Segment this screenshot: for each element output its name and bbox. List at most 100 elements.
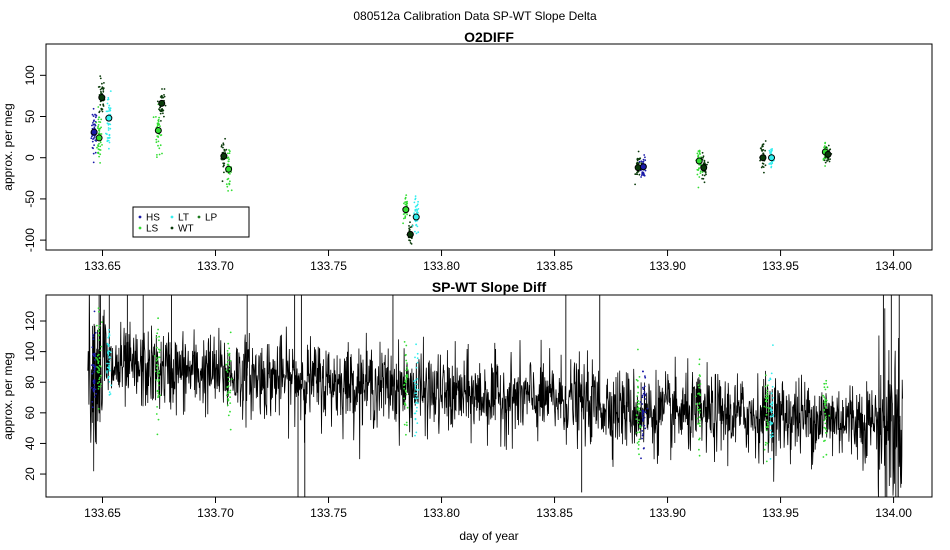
- o2diff-point: [221, 180, 224, 183]
- o2diff-point: [95, 121, 98, 124]
- slope-diff-point: [769, 423, 772, 426]
- slope-diff-point: [828, 414, 831, 417]
- slope-diff-point: [415, 343, 417, 346]
- o2diff-point: [761, 165, 764, 168]
- o2diff-point: [99, 141, 102, 144]
- o2diff-point: [827, 158, 830, 160]
- slope-diff-point: [230, 378, 233, 381]
- o2diff-point: [644, 156, 646, 159]
- o2diff-point: [97, 152, 100, 155]
- o2diff-point: [226, 178, 229, 181]
- o2diff-x-tick-label: 133.80: [423, 259, 460, 273]
- slope-diff-point: [155, 413, 158, 415]
- slope-diff-point: [697, 406, 699, 409]
- slope-diff-point: [643, 424, 646, 427]
- o2diff-point: [96, 146, 98, 149]
- slope-diff-point: [97, 307, 100, 310]
- slope-diff-point: [107, 345, 110, 348]
- slope-diff-point: [107, 352, 110, 355]
- slope-diff-point: [155, 357, 158, 359]
- slope-diff-point: [229, 331, 232, 334]
- slope-diff-point: [637, 421, 639, 424]
- slope-diff-point: [699, 375, 701, 377]
- o2diff-point: [162, 109, 165, 112]
- slope-diff-point: [642, 370, 644, 373]
- o2diff-point: [703, 159, 706, 162]
- slope-diff-point: [637, 448, 640, 450]
- o2diff-point: [158, 147, 161, 150]
- slope-diff-point: [416, 406, 418, 409]
- slope-diff-point: [226, 362, 229, 365]
- slope-diff-point: [823, 419, 826, 422]
- o2diff-point: [228, 183, 231, 186]
- slope-diff-point: [155, 379, 158, 381]
- o2diff-mean-marker: [824, 150, 832, 158]
- o2diff-point: [156, 122, 159, 125]
- o2diff-point: [156, 156, 158, 159]
- o2diff-point: [91, 135, 93, 138]
- slope-diff-point: [92, 390, 95, 393]
- o2diff-mean-marker: [225, 165, 233, 173]
- o2diff-point: [162, 112, 164, 115]
- o2diff-point: [97, 148, 100, 151]
- slope-diff-point: [823, 440, 825, 442]
- slope-diff-point: [825, 428, 827, 431]
- o2diff-point: [156, 123, 159, 126]
- slope-diff-point: [637, 348, 639, 351]
- slope-diff-point: [91, 401, 94, 403]
- o2diff-point: [405, 201, 407, 203]
- slope-diff-point: [763, 448, 766, 451]
- o2diff-point: [98, 110, 101, 113]
- slope-diff-point: [227, 390, 230, 393]
- o2diff-point: [226, 164, 229, 166]
- legend-symbol-hs: [138, 215, 142, 219]
- o2diff-point: [761, 145, 764, 148]
- o2diff-point: [761, 144, 764, 147]
- slope-diff-x-tick-label: 133.75: [310, 506, 347, 520]
- o2diff-point: [99, 145, 102, 148]
- o2diff-mean-marker: [220, 152, 228, 160]
- o2diff-point: [408, 225, 410, 227]
- o2diff-point: [416, 225, 419, 228]
- slope-diff-point: [110, 384, 113, 387]
- slope-diff-point: [99, 383, 102, 385]
- slope-diff-point: [770, 436, 773, 439]
- slope-diff-x-tick-label: 133.80: [423, 506, 460, 520]
- o2diff-x-tick-label: 133.70: [197, 259, 234, 273]
- o2diff-point: [408, 229, 411, 232]
- slope-diff-point: [823, 396, 826, 399]
- o2diff-point: [406, 202, 409, 205]
- slope-diff-point: [228, 380, 230, 383]
- o2diff-point: [404, 217, 407, 219]
- slope-diff-point: [98, 378, 101, 381]
- slope-diff-point: [226, 386, 229, 388]
- o2diff-point: [416, 208, 418, 211]
- slope-diff-point: [226, 404, 229, 407]
- o2diff-point: [828, 149, 831, 152]
- o2diff-point: [222, 146, 224, 149]
- slope-diff-point: [405, 433, 407, 436]
- slope-diff-point: [639, 410, 641, 413]
- slope-diff-point: [769, 378, 772, 381]
- slope-diff-point: [695, 403, 698, 405]
- slope-diff-point: [97, 388, 100, 390]
- slope-diff-point: [637, 440, 640, 443]
- slope-diff-point: [93, 385, 96, 388]
- o2diff-point: [95, 114, 98, 117]
- slope-diff-point: [107, 377, 110, 379]
- o2diff-point: [105, 132, 107, 135]
- o2diff-mean-marker: [412, 213, 420, 221]
- o2diff-point: [156, 135, 159, 138]
- o2diff-point: [94, 124, 97, 127]
- slope-diff-point: [765, 396, 768, 399]
- slope-diff-point: [766, 384, 769, 387]
- o2diff-point: [101, 108, 104, 111]
- o2diff-y-tick-label: 50: [23, 110, 37, 124]
- slope-diff-point: [414, 434, 416, 437]
- slope-diff-point: [403, 384, 405, 387]
- slope-diff-point: [95, 324, 98, 327]
- slope-diff-point: [98, 376, 101, 379]
- slope-diff-point: [646, 407, 649, 410]
- slope-diff-point: [414, 392, 416, 394]
- o2diff-point: [98, 127, 101, 130]
